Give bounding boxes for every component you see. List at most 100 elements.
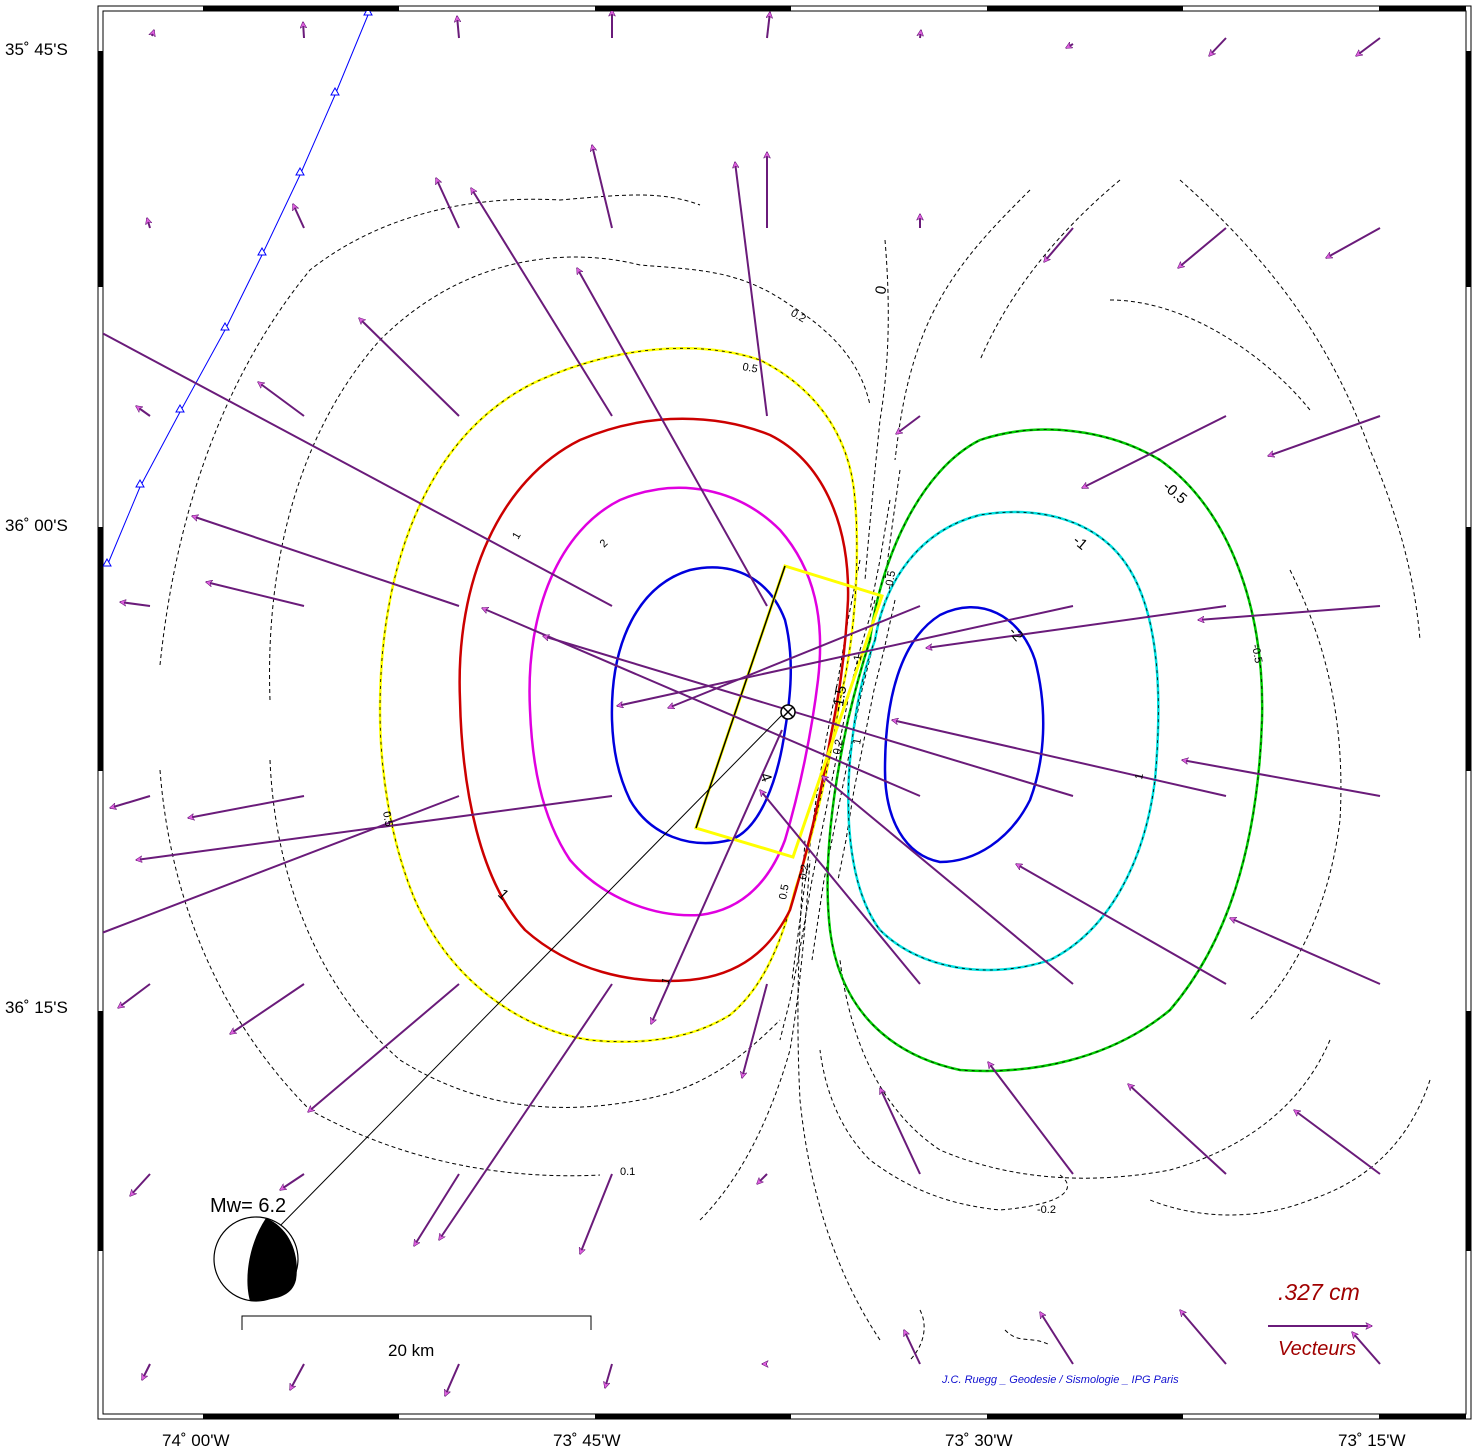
epicenter-icon [780, 704, 796, 720]
displacement-arrow-icon [110, 795, 151, 808]
magnitude-label: Mw= 6.2 [210, 1195, 286, 1217]
displacement-arrow-icon [1082, 415, 1227, 489]
displacement-arrow-icon [592, 145, 613, 229]
displacement-arrow-icon [767, 12, 770, 39]
lat-label-36-15: 36˚ 15'S [5, 998, 68, 1017]
displacement-arrow-icon [1066, 44, 1074, 49]
displacement-arrow-icon [152, 30, 154, 36]
scale-bar-label: 20 km [388, 1341, 434, 1360]
displacement-arrow-icon [903, 1330, 921, 1365]
epicenter-link-line [271, 711, 786, 1235]
displacement-arrow-icon [1294, 1109, 1381, 1175]
displacement-arrow-icon [120, 602, 151, 607]
displacement-arrow-icon [470, 188, 613, 417]
svg-text:1: 1 [851, 737, 864, 745]
displacement-arrow-icon [1039, 1312, 1074, 1365]
lat-label-35-45: 35˚ 45'S [5, 40, 68, 59]
svg-text:-0.5: -0.5 [1249, 643, 1264, 664]
displacement-arrow-icon [192, 516, 460, 607]
displacement-arrow-icon [103, 795, 460, 934]
displacement-arrow-icon [308, 983, 460, 1112]
displacement-arrow-icon [445, 1363, 460, 1396]
displacement-arrow-icon [543, 636, 1074, 797]
lat-label-36-00: 36˚ 00'S [5, 516, 68, 535]
svg-text:0.2: 0.2 [797, 863, 811, 880]
displacement-arrow-icon [230, 983, 305, 1035]
svg-text:1: 1 [510, 530, 523, 541]
displacement-arrow-icon [118, 983, 151, 1009]
displacement-arrow-icon [280, 1173, 305, 1191]
displacement-arrow-icon [879, 1088, 921, 1175]
displacement-arrow-icon [103, 332, 613, 607]
displacement-arrow-icon [617, 605, 1074, 706]
svg-text:0.5: 0.5 [380, 810, 394, 827]
displacement-arrow-icon [605, 1363, 613, 1388]
svg-text:-0.2: -0.2 [1037, 1204, 1056, 1216]
displacement-arrow-icon [289, 1363, 305, 1390]
displacement-arrow-icon [1182, 760, 1381, 797]
displacement-arrow-icon [668, 605, 921, 708]
displacement-arrow-icon [1180, 1310, 1227, 1365]
reference-vector-value: .327 cm [1278, 1279, 1360, 1305]
scale-bar: 20 km [241, 1315, 592, 1360]
svg-text:0.5: 0.5 [741, 361, 758, 375]
displacement-arrow-icon [303, 22, 304, 39]
displacement-arrow-icon [147, 218, 150, 229]
svg-text:0.1: 0.1 [620, 1166, 635, 1178]
displacement-arrow-icon [136, 405, 151, 417]
displacement-arrow-icon [1044, 227, 1074, 262]
svg-text:1: 1 [1133, 772, 1146, 780]
displacement-arrow-icon [188, 795, 305, 818]
displacement-arrow-icon [576, 268, 768, 607]
displacement-arrow-icon [206, 582, 305, 607]
trench-line [103, 11, 373, 567]
displacement-arrow-icon [1352, 1332, 1381, 1365]
displacement-vectors [103, 11, 1381, 1396]
displacement-arrow-icon [457, 16, 459, 39]
svg-text:-0.5: -0.5 [883, 570, 898, 591]
displacement-arrow-icon [1326, 227, 1381, 259]
svg-text:-1: -1 [851, 654, 865, 666]
lon-label-74-00: 74˚ 00'W [162, 1431, 230, 1450]
lon-label-73-30: 73˚ 30'W [945, 1431, 1013, 1450]
displacement-arrow-icon [1198, 605, 1381, 620]
displacement-arrow-icon [651, 729, 783, 1024]
displacement-arrow-icon [896, 415, 921, 435]
colored-contours [378, 347, 1264, 1073]
svg-text:0.5: 0.5 [777, 883, 791, 900]
displacement-arrow-icon [735, 162, 768, 417]
beachball-icon [213, 1216, 299, 1302]
displacement-arrow-icon [1209, 37, 1227, 56]
svg-text:-1.5: -1.5 [829, 684, 850, 712]
displacement-arrow-icon [892, 720, 1227, 797]
displacement-arrow-icon [926, 605, 1227, 648]
svg-text:0.2: 0.2 [831, 738, 845, 755]
reference-vector-legend: .327 cm Vecteurs [1268, 1279, 1372, 1360]
displacement-arrow-icon [292, 204, 305, 229]
longitude-labels: 74˚ 00'W 73˚ 45'W 73˚ 30'W 73˚ 15'W [162, 1431, 1406, 1450]
credit-text: J.C. Ruegg _ Geodesie / Sismologie _ IPG… [941, 1374, 1179, 1386]
displacement-arrow-icon [359, 318, 460, 417]
displacement-arrow-icon [130, 1173, 151, 1196]
svg-text:1: 1 [660, 976, 673, 986]
displacement-arrow-icon [822, 776, 1074, 985]
svg-text:0: 0 [872, 285, 890, 296]
displacement-arrow-icon [1230, 918, 1381, 985]
displacement-arrow-icon [438, 983, 613, 1240]
lon-label-73-15: 73˚ 15'W [1338, 1431, 1406, 1450]
reference-vector-label: Vecteurs [1278, 1338, 1356, 1360]
latitude-labels: 35˚ 45'S 36˚ 00'S 36˚ 15'S [5, 40, 68, 1017]
displacement-arrow-icon [1016, 863, 1227, 985]
displacement-arrow-icon [413, 1173, 460, 1246]
displacement-arrow-icon [258, 381, 305, 417]
displacement-arrow-icon [1178, 227, 1227, 268]
displacement-arrow-icon [435, 178, 460, 229]
displacement-arrow-icon [1356, 37, 1381, 57]
fault-plane [694, 564, 884, 859]
displacement-arrow-icon [1268, 415, 1381, 456]
displacement-arrow-icon [580, 1173, 613, 1254]
displacement-arrow-icon [742, 983, 768, 1078]
displacement-arrow-icon [760, 790, 921, 985]
lon-label-73-45: 73˚ 45'W [553, 1431, 621, 1450]
